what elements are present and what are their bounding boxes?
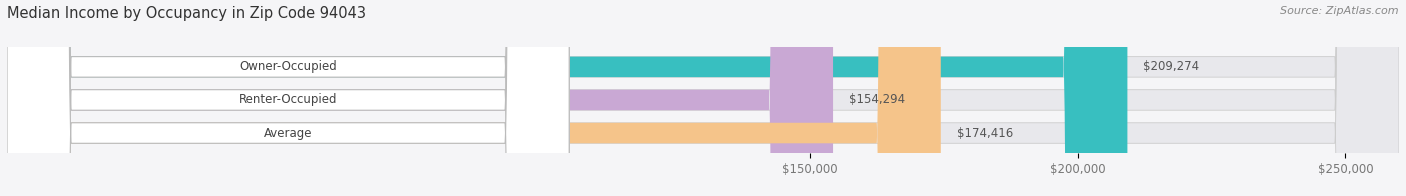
FancyBboxPatch shape <box>7 0 1399 196</box>
Text: $209,274: $209,274 <box>1143 60 1199 73</box>
Text: Median Income by Occupancy in Zip Code 94043: Median Income by Occupancy in Zip Code 9… <box>7 6 366 21</box>
FancyBboxPatch shape <box>7 0 569 196</box>
Text: Renter-Occupied: Renter-Occupied <box>239 93 337 106</box>
FancyBboxPatch shape <box>7 0 569 196</box>
FancyBboxPatch shape <box>7 0 1399 196</box>
Text: Owner-Occupied: Owner-Occupied <box>239 60 337 73</box>
FancyBboxPatch shape <box>7 0 834 196</box>
Text: $174,416: $174,416 <box>957 127 1014 140</box>
FancyBboxPatch shape <box>7 0 1128 196</box>
Text: Average: Average <box>264 127 312 140</box>
Text: Source: ZipAtlas.com: Source: ZipAtlas.com <box>1281 6 1399 16</box>
FancyBboxPatch shape <box>7 0 1399 196</box>
Text: $154,294: $154,294 <box>849 93 905 106</box>
FancyBboxPatch shape <box>7 0 941 196</box>
FancyBboxPatch shape <box>7 0 569 196</box>
